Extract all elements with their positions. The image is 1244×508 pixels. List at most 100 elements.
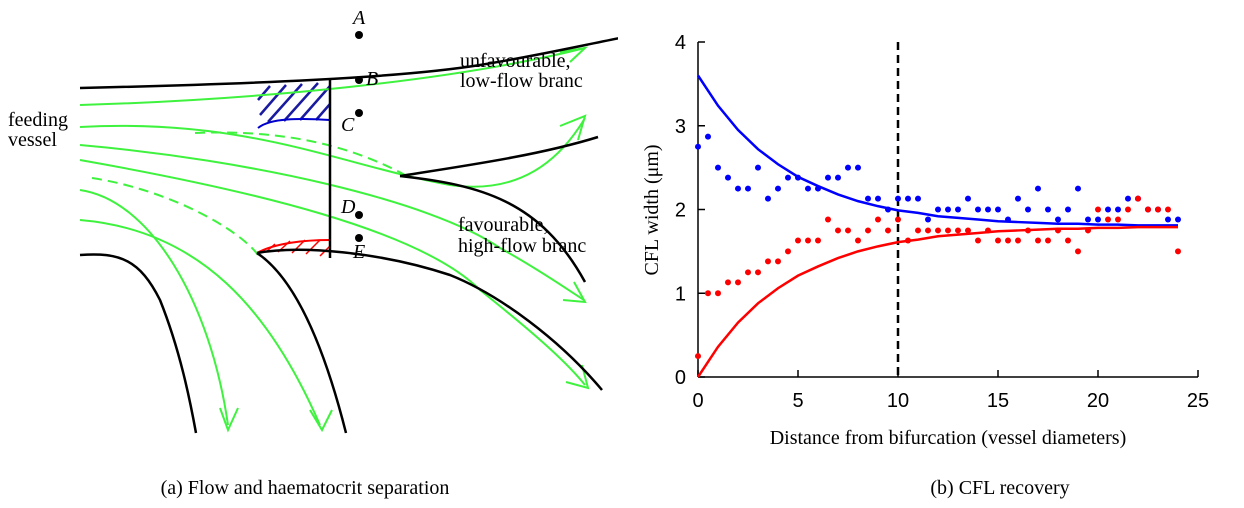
data-point <box>1015 195 1021 202</box>
point-label: B <box>366 68 378 90</box>
data-point <box>825 216 831 223</box>
blue-hatch <box>257 82 331 129</box>
data-point <box>715 290 721 297</box>
x-tick-label: 5 <box>792 390 803 412</box>
data-point <box>1075 248 1081 255</box>
data-point <box>775 258 781 265</box>
data-point <box>1115 216 1121 223</box>
data-point <box>725 174 731 181</box>
data-point <box>755 164 761 171</box>
data-point <box>745 269 751 276</box>
data-point <box>1105 216 1111 223</box>
data-point <box>1125 195 1131 202</box>
data-point <box>1005 237 1011 244</box>
data-point <box>915 195 921 202</box>
data-point <box>805 237 811 244</box>
data-point <box>1115 206 1121 213</box>
x-tick-label: 15 <box>987 390 1009 412</box>
data-point <box>845 227 851 234</box>
data-point <box>735 185 741 192</box>
data-point <box>1045 206 1051 213</box>
red-hatch <box>256 239 331 257</box>
data-point <box>955 227 961 234</box>
data-point <box>775 185 781 192</box>
data-point <box>1125 206 1131 213</box>
caption: (b) CFL recovery <box>930 477 1069 499</box>
data-point <box>1175 248 1181 255</box>
data-point <box>1055 216 1061 223</box>
data-point <box>955 206 961 213</box>
data-point <box>835 174 841 181</box>
data-point <box>805 185 811 192</box>
data-point <box>965 227 971 234</box>
data-point <box>795 237 801 244</box>
data-point <box>1095 216 1101 223</box>
data-point <box>815 237 821 244</box>
y-tick-label: 4 <box>675 32 686 54</box>
data-point <box>855 237 861 244</box>
data-point <box>855 164 861 171</box>
data-point <box>1025 206 1031 213</box>
y-tick-label: 2 <box>675 200 686 222</box>
y-axis-label: CFL width (μm) <box>641 144 663 275</box>
data-point <box>1035 237 1041 244</box>
data-point <box>765 195 771 202</box>
data-point <box>1175 216 1181 223</box>
data-point <box>1015 237 1021 244</box>
data-point <box>865 195 871 202</box>
branch-label: low-flow branc <box>460 70 583 92</box>
data-point <box>835 227 841 234</box>
data-point <box>915 227 921 234</box>
x-axis-label: Distance from bifurcation (vessel diamet… <box>770 427 1127 449</box>
data-point <box>975 237 981 244</box>
data-point <box>705 133 711 140</box>
x-tick-label: 25 <box>1187 390 1209 412</box>
fit-line <box>696 74 1178 227</box>
data-point <box>865 227 871 234</box>
data-point <box>1165 206 1171 213</box>
data-point <box>945 227 951 234</box>
data-point <box>1165 216 1171 223</box>
data-point <box>995 237 1001 244</box>
data-point <box>785 174 791 181</box>
data-point <box>975 206 981 213</box>
data-point <box>1065 206 1071 213</box>
data-point <box>1075 185 1081 192</box>
data-point <box>1105 206 1111 213</box>
data-point <box>1045 237 1051 244</box>
fit-line <box>696 225 1178 378</box>
branch-label: favourable, <box>458 214 549 236</box>
data-point <box>1155 206 1161 213</box>
x-tick-label: 10 <box>887 390 909 412</box>
data-point <box>695 353 701 360</box>
data-point <box>695 143 701 150</box>
data-point <box>875 216 881 223</box>
y-tick-label: 1 <box>675 283 686 305</box>
y-tick-label: 3 <box>675 116 686 138</box>
data-point <box>1135 195 1141 202</box>
data-point <box>765 258 771 265</box>
data-point <box>825 174 831 181</box>
data-point <box>925 227 931 234</box>
point-label: C <box>341 114 355 136</box>
data-point <box>965 195 971 202</box>
data-point <box>845 164 851 171</box>
data-point <box>925 216 931 223</box>
feeding-label: vessel <box>8 129 57 151</box>
caption: (a) Flow and haematocrit separation <box>161 477 450 499</box>
x-tick-label: 0 <box>692 390 703 412</box>
data-point <box>885 227 891 234</box>
data-point <box>785 248 791 255</box>
data-point <box>985 206 991 213</box>
point-label: D <box>340 196 356 218</box>
branch-label: high-flow branc <box>458 235 586 257</box>
data-point <box>995 206 1001 213</box>
x-tick-label: 20 <box>1087 390 1109 412</box>
data-point <box>935 227 941 234</box>
data-point <box>1085 216 1091 223</box>
y-tick-label: 0 <box>675 367 686 389</box>
panel-a: A B C D E feeding vessel unfavourable, l… <box>8 7 618 434</box>
feeding-label: feeding <box>8 109 68 131</box>
vessel-walls <box>79 37 618 434</box>
